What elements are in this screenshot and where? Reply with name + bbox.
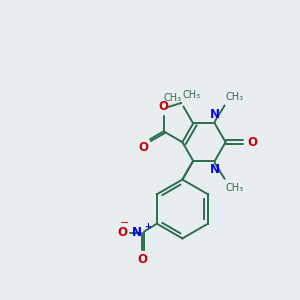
Text: CH₃: CH₃ — [163, 92, 182, 103]
Text: O: O — [159, 100, 169, 113]
Text: O: O — [117, 226, 128, 239]
Text: −: − — [120, 218, 129, 228]
Text: CH₃: CH₃ — [226, 183, 244, 193]
Text: N: N — [210, 163, 220, 176]
Text: CH₃: CH₃ — [226, 92, 244, 101]
Text: O: O — [138, 141, 148, 154]
Text: N: N — [132, 226, 142, 239]
Text: CH₃: CH₃ — [182, 90, 200, 100]
Text: N: N — [210, 109, 220, 122]
Text: O: O — [247, 136, 257, 148]
Text: +: + — [144, 222, 151, 231]
Text: O: O — [137, 253, 147, 266]
